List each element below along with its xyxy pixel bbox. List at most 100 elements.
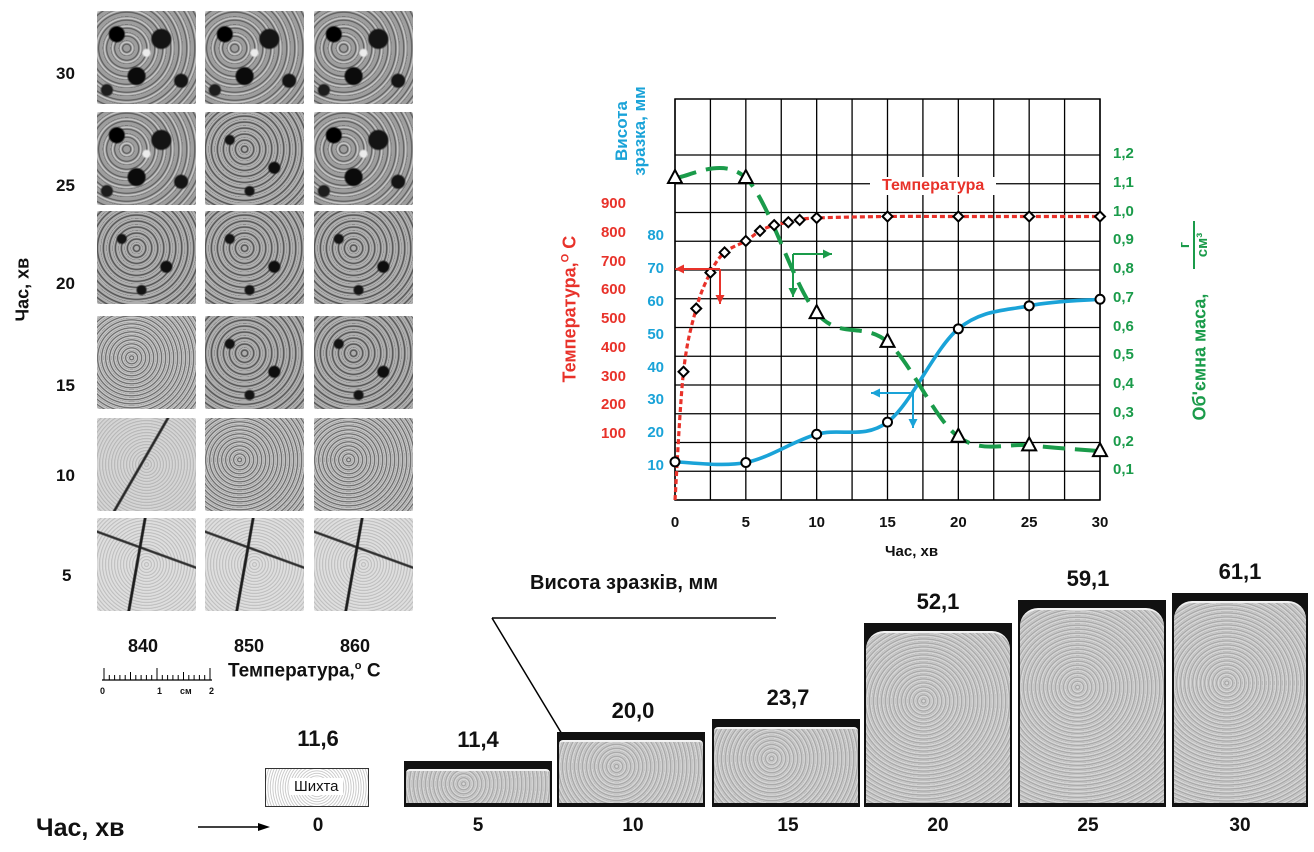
micrograph — [314, 211, 413, 304]
specimen-section — [406, 769, 550, 803]
x-axis-label: Час, хв — [885, 543, 939, 560]
specimen-time-label: 5 — [472, 815, 484, 836]
height-point — [1023, 300, 1035, 312]
temperature-tick-label: 500 — [600, 310, 626, 327]
row-label: 10 — [56, 466, 75, 485]
density-axis-text: Об'ємна маса, — [1189, 293, 1210, 421]
micrograph — [97, 418, 196, 511]
temperature-point — [781, 215, 795, 229]
density-point — [1020, 435, 1038, 452]
scale-tick-label: 2 — [209, 686, 215, 696]
column-label: 840 — [128, 636, 159, 656]
micrograph — [205, 211, 304, 304]
micrograph — [314, 112, 413, 205]
height-point — [1094, 293, 1106, 305]
x-tick-label: 0 — [670, 514, 680, 531]
micrograph — [97, 11, 196, 104]
temperature-point — [810, 211, 824, 225]
density-axis-arrow-head — [823, 249, 832, 259]
temperature-point — [1093, 210, 1107, 223]
height-axis-title-line1: Висота — [612, 101, 631, 161]
micrograph — [314, 11, 413, 104]
height-tick-label: 30 — [647, 391, 664, 409]
micrograph — [97, 518, 196, 611]
height-axis-arrow-head — [871, 388, 880, 398]
height-point — [882, 416, 893, 428]
x-tick-label: 30 — [1091, 514, 1109, 531]
density-axis-unit: г см³ — [1176, 221, 1211, 269]
x-tick-label: 15 — [879, 514, 896, 531]
density-point — [1091, 441, 1109, 458]
temperature-series-label: Температура — [870, 177, 997, 195]
row-label: 5 — [62, 566, 72, 585]
height-axis-title: Висота зразка, мм — [612, 76, 649, 186]
micrograph — [314, 316, 413, 409]
micrograph — [205, 11, 304, 104]
density-tick-label: 0,5 — [1113, 346, 1134, 364]
height-tick-label: 40 — [647, 358, 664, 376]
temperature-point — [739, 234, 753, 248]
micrograph — [97, 211, 196, 304]
density-tick-label: 1,2 — [1113, 145, 1134, 162]
micrograph — [205, 112, 304, 205]
specimen-time-label: 25 — [1077, 815, 1099, 836]
height-point — [740, 457, 752, 469]
row-label: 30 — [56, 64, 75, 83]
height-axis-title-line2: зразка, мм — [630, 86, 649, 176]
specimen-section — [866, 631, 1010, 803]
density-tick-label: 0,4 — [1113, 375, 1134, 392]
temperature-tick-label: 800 — [600, 223, 626, 241]
column-label: 850 — [234, 636, 265, 656]
temperature-axis-arrow-head — [715, 295, 725, 304]
charge-sample: Шихта — [265, 768, 369, 807]
temperature-axis-title: Температура,О С — [560, 233, 581, 383]
height-tick-label: 50 — [647, 325, 664, 343]
micrograph — [314, 418, 413, 511]
temperature-tick-label: 400 — [600, 338, 626, 356]
specimen-time-axis-label: Час, хв — [36, 814, 125, 842]
degree-sign: o — [354, 660, 362, 672]
temperature-point — [1022, 210, 1036, 223]
density-unit-num: г — [1176, 221, 1195, 269]
density-point — [737, 167, 755, 184]
micrograph — [205, 316, 304, 409]
temperature-axis-arrow-head — [675, 264, 684, 274]
temperature-axis-text: Температура, — [559, 262, 580, 383]
height-tick-label: 60 — [647, 292, 664, 310]
row-label: 25 — [56, 176, 75, 195]
specimen-time-label: 0 — [312, 815, 324, 836]
chart-canvas — [666, 98, 1109, 501]
time-arrow — [198, 823, 270, 831]
x-tick-label: 10 — [808, 514, 825, 531]
temperature-point — [689, 302, 703, 315]
column-label: 860 — [340, 636, 371, 656]
specimen-section — [559, 740, 703, 803]
temperature-label-text: Температура, — [228, 660, 355, 682]
specimen-height-label: 61,1 — [1218, 559, 1262, 584]
specimen-height-label: 52,1 — [916, 589, 960, 614]
specimens-caption: Висота зразків, мм — [530, 572, 719, 594]
density-point — [807, 303, 826, 320]
temperature-unit: C — [366, 660, 381, 682]
specimen-height-label: 11,6 — [297, 726, 339, 751]
specimen-time-label: 15 — [777, 815, 799, 836]
density-tick-label: 0,3 — [1113, 403, 1134, 421]
temperature-tick-label: 100 — [600, 425, 626, 442]
micrograph — [205, 418, 304, 511]
density-point — [666, 167, 684, 184]
x-tick-label: 20 — [949, 514, 967, 531]
scale-tick-label: 1 — [157, 686, 163, 696]
density-tick-label: 0,2 — [1113, 432, 1134, 450]
temperature-point — [677, 365, 690, 379]
density-tick-label: 1,0 — [1113, 202, 1134, 220]
temperature-point — [881, 210, 894, 223]
scale-bar-ruler — [102, 668, 212, 681]
temperature-axis-label: Температура,o C — [228, 660, 381, 682]
height-point — [952, 323, 964, 335]
micrograph — [314, 518, 413, 611]
density-unit-den: см³ — [1194, 232, 1211, 258]
row-label: 20 — [56, 274, 75, 293]
height-point — [811, 428, 823, 440]
specimen-section — [1174, 601, 1306, 803]
specimen-height-label: 20,0 — [611, 698, 655, 723]
